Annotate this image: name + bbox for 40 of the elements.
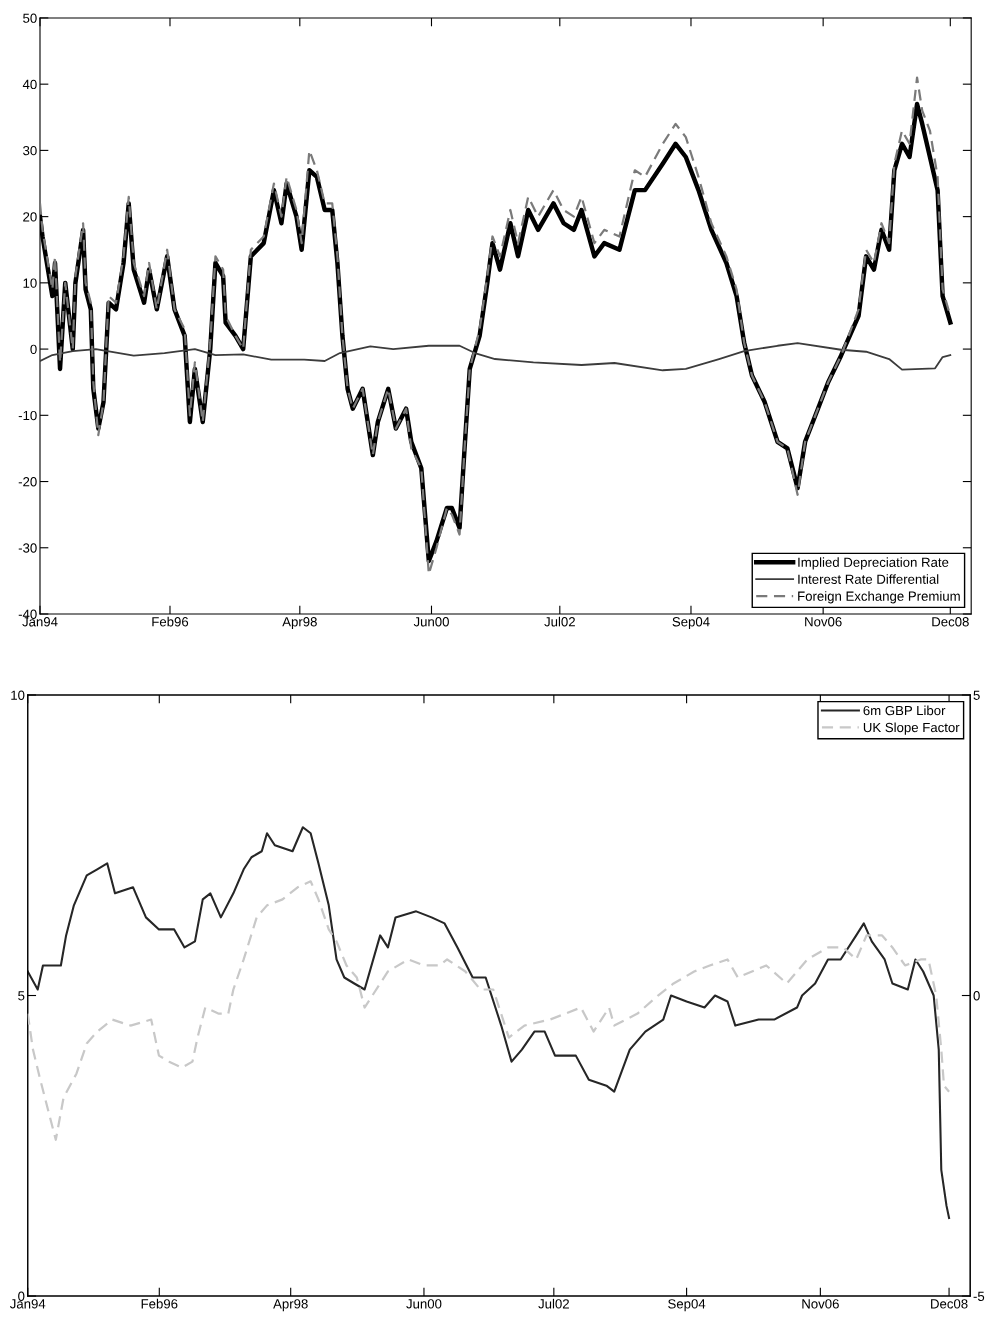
y-tick-label: -10 [18,410,37,421]
y-tick-label: -20 [18,477,37,487]
x-tick-label: Sep04 [672,617,710,630]
y-tick-label: -30 [18,543,37,553]
y-tick-label: 0 [18,1291,25,1301]
y-tick-label: 5 [18,991,25,1001]
y-tick-label: 10 [11,690,25,700]
y-tick-label: 20 [23,212,37,222]
line-series [40,342,952,372]
legend-label: 6m GBP Libor [863,705,946,716]
x-tick-label: Jun00 [413,617,449,627]
y-tick-label: 10 [23,278,37,288]
x-tick-label: Jun00 [406,1299,442,1309]
y2-tick-label: 5 [973,690,980,700]
legend-label: Implied Depreciation Rate [798,557,949,570]
x-tick-label: Nov06 [805,617,842,627]
x-tick-label: Jul02 [544,616,575,627]
legend-label: UK Slope Factor [863,722,960,735]
y-tick-label: -40 [18,609,37,619]
y2-tick-label: -5 [973,1291,985,1301]
x-tick-label: Feb96 [141,1298,178,1309]
y-tick-label: 30 [23,145,37,156]
line-series [27,826,951,1219]
x-tick-label: Apr98 [273,1299,308,1312]
legend-label: Interest Rate Differential [798,574,939,584]
x-tick-label: Jan94 [22,617,58,627]
x-tick-label: Sep04 [668,1299,706,1312]
x-tick-label: Dec08 [932,617,969,627]
x-tick-label: Nov06 [802,1299,839,1309]
x-tick-label: Feb96 [152,616,189,627]
legend-label: Foreign Exchange Premium [798,591,960,604]
x-tick-label: Jan94 [9,1299,46,1309]
x-tick-label: Dec08 [931,1299,968,1309]
y-tick-label: 0 [30,344,37,354]
line-series [27,880,951,1141]
y-tick-label: 40 [22,79,37,90]
y2-tick-label: 0 [973,991,980,1001]
x-tick-label: Apr98 [282,617,317,630]
x-tick-label: Jul02 [538,1298,569,1309]
y-tick-label: 50 [23,13,37,23]
